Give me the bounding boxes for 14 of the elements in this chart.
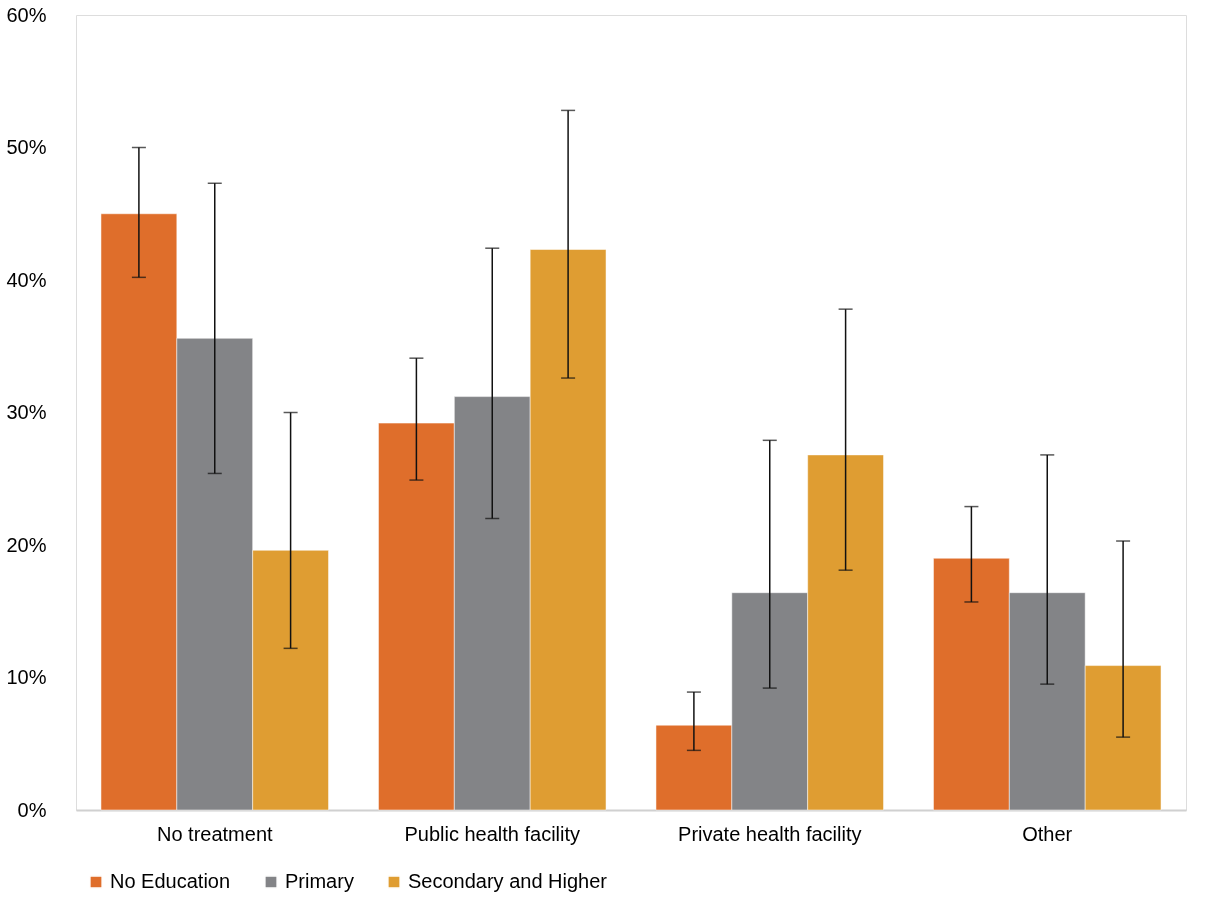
y-tick-label: 40%: [6, 268, 47, 291]
x-tick-label: Private health facility: [678, 822, 862, 845]
x-tick-label: No treatment: [156, 822, 273, 845]
y-tick-label: 30%: [6, 401, 47, 423]
legend-label: Secondary and Higher: [408, 870, 608, 892]
y-tick-label: 60%: [6, 3, 47, 26]
legend-label: No Education: [110, 870, 231, 892]
y-tick-label: 10%: [6, 666, 47, 688]
x-tick-label: Public health facility: [404, 822, 581, 845]
y-tick-label: 50%: [6, 136, 47, 158]
y-tick-label: 20%: [6, 533, 47, 556]
legend-label: Primary: [285, 870, 354, 892]
y-tick-label: 0%: [17, 798, 47, 821]
x-tick-label: Other: [1022, 822, 1073, 845]
